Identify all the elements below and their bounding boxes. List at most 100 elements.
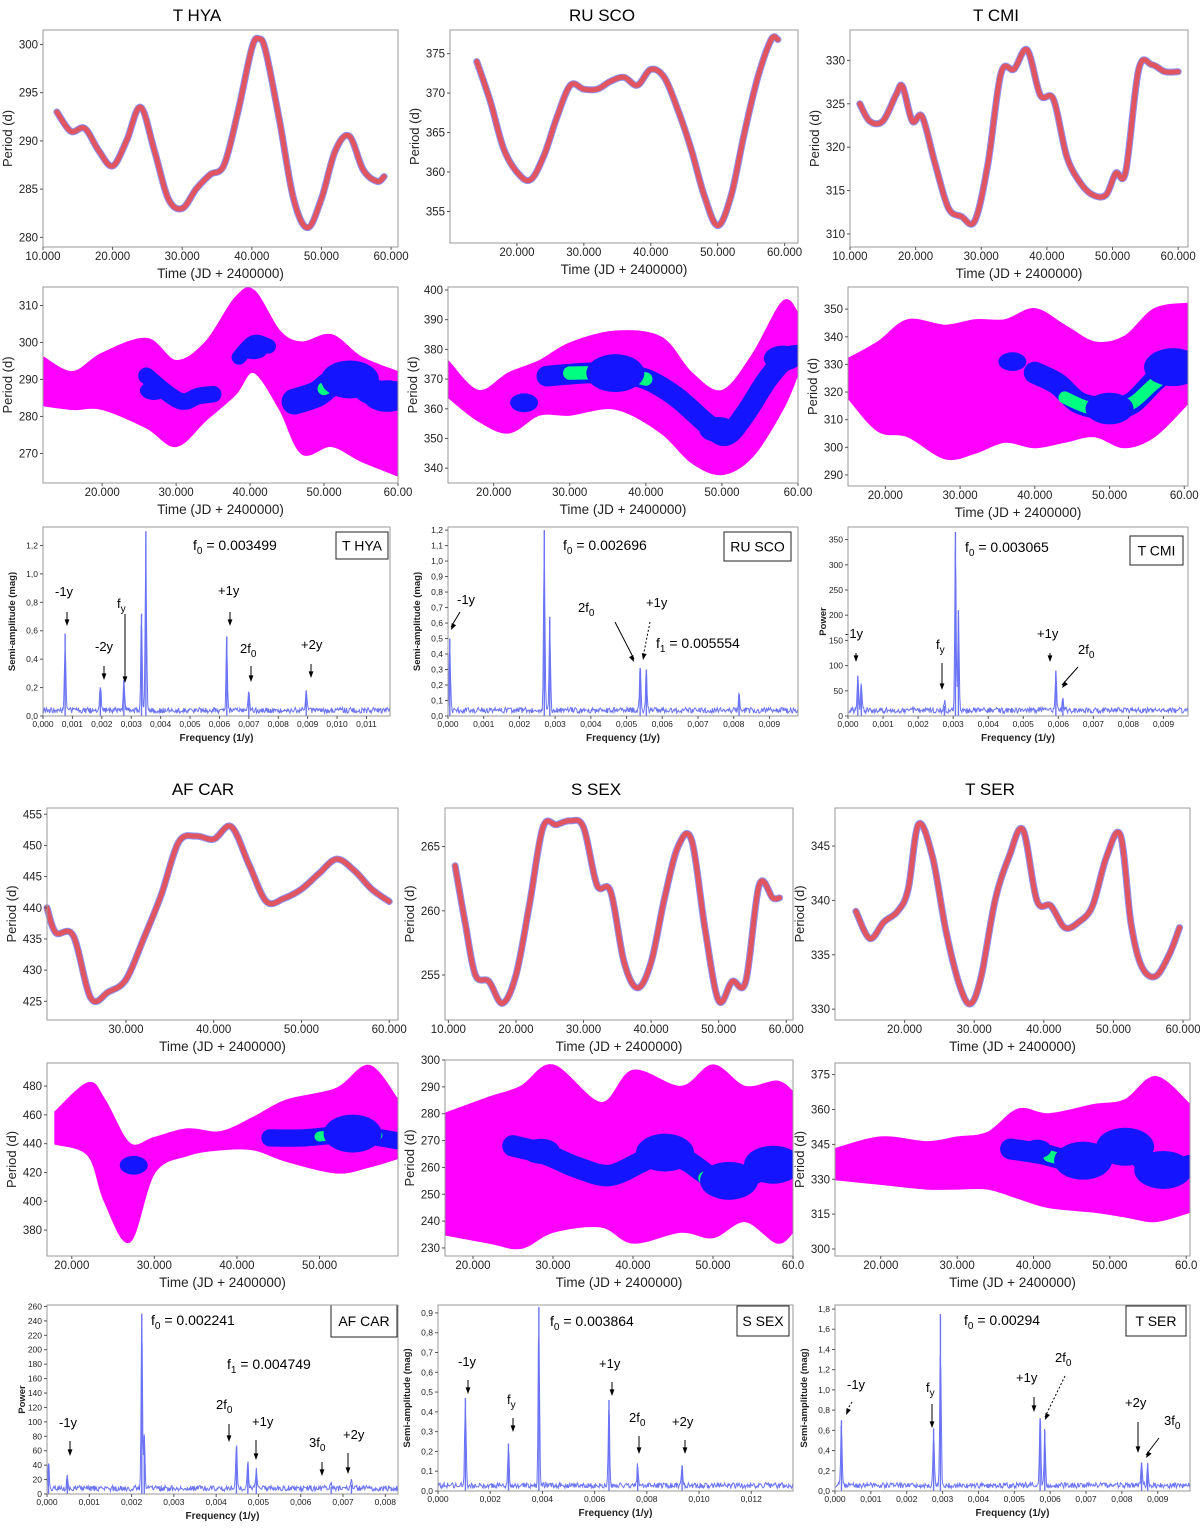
x-tick-label: 30.000 [957,1024,992,1036]
y-tick-label: 240 [421,1216,440,1228]
y-tick-label: 295 [19,88,38,100]
x-tick-label: 20.000 [476,487,511,499]
y-tick-label: 480 [23,1081,42,1093]
y-axis-label: Period (d) [792,1131,807,1188]
x-tick-label: 20.000 [95,251,130,263]
x-axis-label: Time (JD + 2400000) [556,1039,683,1054]
y-tick-label: 1,2 [818,1365,830,1375]
annotation-arrowhead [1031,1405,1037,1412]
y-axis-label: Semi-amplitude (mag) [412,572,423,671]
y-tick-label: 270 [421,1136,440,1148]
x-tick-label: 40.000 [234,251,269,263]
x-tick-label: 0,001 [62,719,84,729]
x-tick-label: 0,005 [1004,1494,1026,1504]
y-tick-label: 1,4 [818,1344,830,1354]
x-tick-label: 0,000 [32,719,54,729]
x-tick-label: 60.000 [1161,251,1196,263]
y-tick-label: 0,4 [431,649,443,659]
x-axis-label: Time (JD + 2400000) [949,1039,1076,1054]
x-tick-label: 0,007 [687,719,709,729]
y-tick-label: 460 [23,1110,42,1122]
period-curve [54,35,387,231]
x-tick-label: 0,007 [238,719,260,729]
x-tick-label: 30.000 [940,1260,975,1272]
plot-frame [46,1062,399,1257]
star-label: RU SCO [730,539,785,555]
x-tick-label: 60.000 [769,1024,804,1036]
x-tick-label: 0,002 [509,719,531,729]
plot-frame [437,1304,794,1492]
plot-frame [46,1304,399,1495]
y-tick-label: 445 [23,872,42,884]
y-axis-label: Period (d) [402,1129,417,1186]
wwz-envelope [445,1064,793,1250]
x-tick-label: 30.000 [159,487,194,499]
peak-annotation: -1y [55,584,74,599]
peak-annotation: +2y [343,1427,365,1442]
y-axis-label: Semi-amplitude (mag) [7,572,18,671]
x-tick-label: 40.000 [633,247,668,259]
annotation-arrowhead [682,1447,688,1454]
y-tick-label: 220 [28,1330,42,1340]
x-axis-label: Time (JD + 2400000) [157,266,284,281]
panel-t-cmi-spectrum: T CMI f0 = 0.003065 -1y fy +1y 2f0 0,000 0,001 0… [818,526,1189,744]
plot-frame [834,807,1191,1021]
annotation-arrowhead [636,1447,642,1454]
y-axis-label: Period (d) [0,110,15,167]
period-curve [853,820,1183,1007]
y-tick-label: 290 [421,1082,440,1094]
f0-label: f0 = 0.003864 [550,1313,634,1333]
spectrum-line [46,1328,399,1494]
peak-annotation: +2y [301,637,323,652]
plot-frame [449,29,799,244]
x-tick-label: 50.000 [701,1024,736,1036]
y-tick-label: 0,2 [421,1446,433,1456]
spectrum-line [42,543,391,716]
y-tick-label: 230 [421,1243,440,1255]
peak-annotation: +2y [1125,1395,1147,1410]
y-tick-label: 330 [826,55,845,67]
y-tick-label: 325 [826,99,845,111]
plot-frame [46,807,399,1021]
y-tick-label: 0,9 [421,1308,433,1318]
x-tick-label: 20.000 [498,1024,533,1036]
annotation-arrow [642,621,651,658]
y-tick-label: 390 [424,315,443,327]
y-tick-label: 0 [37,1489,42,1499]
x-tick-label: 0,004 [206,1497,228,1507]
y-tick-label: 300 [19,39,38,51]
annotation-arrowhead [929,1421,935,1428]
x-tick-label: 0,003 [121,719,143,729]
y-tick-label: 0,3 [421,1427,433,1437]
y-tick-label: 320 [826,142,845,154]
y-tick-label: 440 [23,903,42,915]
x-tick-label: 0,003 [545,719,567,729]
x-tick-label: 0,009 [297,719,319,729]
spectrum-line [437,1335,794,1491]
x-tick-label: 0,006 [1040,1494,1062,1504]
y-tick-label: 20 [33,1475,43,1485]
peak-annotation: 2f0 [216,1397,233,1416]
wwz-contour-level [700,1161,758,1200]
annotation-arrowhead [510,1425,516,1432]
y-tick-label: 360 [811,1105,830,1117]
x-tick-label: 0,004 [580,719,602,729]
x-tick-label: 20.000 [868,490,903,502]
wwz-contour-level [139,381,168,400]
wwz-envelope [43,287,398,477]
plot-frame [849,29,1189,248]
y-tick-label: 100 [28,1417,42,1427]
x-axis-label: Frequency (1/y) [981,733,1055,744]
y-axis-label: Period (d) [805,358,820,415]
x-tick-label: 0,005 [248,1497,270,1507]
annotation-arrowhead [308,671,314,678]
y-tick-label: 1,2 [431,525,443,535]
f0-label: f0 = 0.003065 [965,539,1049,559]
y-tick-label: 1,6 [818,1324,830,1334]
y-tick-label: 150 [829,635,843,645]
panel-t-hya-period-vs-time: 10.000 20.000 30.000 40.000 50.000 60.000 280 2… [0,29,409,281]
x-tick-label: 0,004 [978,719,1000,729]
peak-annotation: +1y [218,583,240,598]
x-tick-label: 0,008 [636,1494,658,1504]
